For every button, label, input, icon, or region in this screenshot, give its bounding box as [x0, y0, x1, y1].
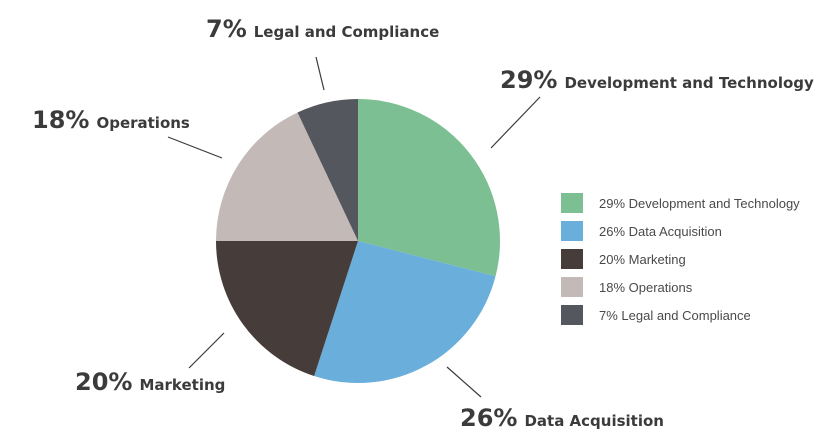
callout-data: 26% Data Acquisition — [460, 404, 664, 432]
legend-label-legal: 7% Legal and Compliance — [599, 308, 751, 323]
legend: 29% Development and Technology 26% Data A… — [561, 193, 800, 325]
legend-swatch-legal — [561, 305, 583, 325]
callout-name-legal: Legal and Compliance — [254, 23, 440, 41]
legend-swatch-marketing — [561, 249, 583, 269]
pie-slices — [216, 99, 501, 383]
callout-percent-dev: 29% — [500, 66, 557, 94]
pie-slice-ops — [216, 112, 358, 241]
legend-label-ops: 18% Operations — [599, 280, 693, 295]
callout-name-marketing: Marketing — [139, 376, 225, 394]
callout-legal: 7% Legal and Compliance — [206, 15, 439, 43]
leader-lines — [167, 56, 541, 398]
legend-label-data: 26% Data Acquisition — [599, 224, 722, 239]
callout-percent-data: 26% — [460, 404, 517, 432]
leader-line-legal — [315, 56, 325, 91]
callout-percent-legal: 7% — [206, 15, 247, 43]
pie-slice-legal — [297, 99, 358, 241]
legend-label-dev: 29% Development and Technology — [599, 196, 800, 211]
callout-ops: 18% Operations — [32, 106, 190, 134]
callout-dev: 29% Development and Technology — [500, 66, 814, 94]
legend-swatch-data — [561, 221, 583, 241]
legend-swatch-ops — [561, 277, 583, 297]
pie-slice-data — [314, 241, 496, 383]
leader-line-marketing — [188, 332, 225, 369]
callout-marketing: 20% Marketing — [75, 368, 225, 396]
pie-slice-marketing — [216, 241, 358, 377]
leader-line-ops — [167, 136, 223, 159]
slice-callouts: 29% Development and Technology 26% Data Acq… — [32, 15, 814, 432]
leader-line-dev — [490, 96, 541, 149]
callout-name-ops: Operations — [96, 114, 189, 132]
callout-percent-marketing: 20% — [75, 368, 132, 396]
callout-percent-ops: 18% — [32, 106, 89, 134]
callout-name-dev: Development and Technology — [564, 74, 814, 92]
legend-swatch-dev — [561, 193, 583, 213]
leader-line-data — [446, 366, 482, 398]
legend-label-marketing: 20% Marketing — [599, 252, 686, 267]
pie-slice-dev — [358, 99, 501, 277]
callout-name-data: Data Acquisition — [524, 412, 664, 430]
